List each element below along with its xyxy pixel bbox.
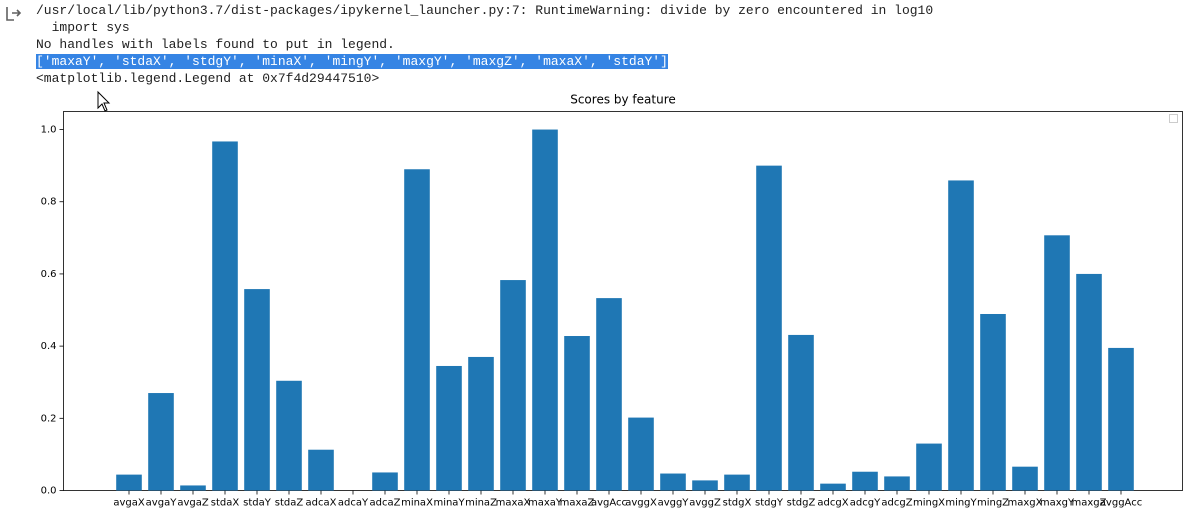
y-tick-label: 0.8 (41, 197, 57, 208)
x-tick-label: avggAcc (1100, 498, 1142, 509)
x-tick-label: maxaZ (560, 498, 595, 509)
x-tick-label: maxgX (1008, 498, 1043, 509)
y-tick-label: 0.0 (41, 486, 57, 497)
x-tick-label: stdaX (211, 498, 240, 509)
x-tick-label: stdgZ (787, 498, 816, 509)
output-line: import sys (36, 20, 130, 35)
output-line: ['maxaY', 'stdaX', 'stdgY', 'minaX', 'mi… (36, 53, 668, 70)
x-tick-label: minaX (401, 498, 433, 509)
bar (180, 485, 206, 491)
x-tick-label: avggY (658, 498, 690, 509)
mouse-cursor (97, 90, 111, 112)
bar (564, 336, 590, 491)
output-line: <matplotlib.legend.Legend at 0x7f4d29447… (36, 71, 380, 86)
x-tick-label: maxgZ (1072, 498, 1107, 509)
x-tick-label: mingZ (977, 498, 1009, 509)
bar (116, 474, 142, 491)
bar (852, 471, 878, 491)
bar (788, 334, 814, 491)
output-arrow (6, 7, 22, 21)
axes-frame (63, 111, 1183, 491)
y-tick-label: 1.0 (41, 125, 57, 136)
x-tick-label: adcgZ (881, 498, 912, 509)
y-tick-label: 0.6 (41, 269, 57, 280)
bar (1012, 466, 1038, 491)
x-tick-label: adcgY (850, 498, 881, 509)
x-tick-label: mingY (945, 498, 977, 509)
chart-title: Scores by feature (570, 93, 676, 107)
selected-text[interactable]: ['maxaY', 'stdaX', 'stdgY', 'minaX', 'mi… (36, 54, 668, 69)
bar (1044, 235, 1070, 491)
bar (660, 473, 686, 491)
x-tick-label: stdgY (755, 498, 784, 509)
bar (596, 298, 622, 491)
output-icon[interactable] (4, 4, 24, 24)
bar (500, 280, 526, 491)
bar (980, 313, 1006, 491)
x-tick-label: adcaX (306, 498, 337, 509)
bar (436, 365, 462, 491)
x-tick-label: avgaX (113, 498, 145, 509)
bar (404, 169, 430, 491)
bar (532, 129, 558, 491)
output-line: No handles with labels found to put in l… (36, 37, 395, 52)
x-tick-label: adcaY (338, 498, 369, 509)
bar (148, 393, 174, 491)
bar (724, 474, 750, 491)
y-tick-label: 0.2 (41, 413, 57, 424)
bar (820, 483, 846, 491)
chart: Scores by feature 0.0 0.2 0.4 0.6 0.8 1.0 avga… (41, 90, 1183, 509)
x-tick-label: maxaX (496, 498, 531, 509)
bar (948, 180, 974, 491)
x-tick-label: adcaZ (370, 498, 401, 509)
empty-legend (1169, 114, 1178, 123)
bar (884, 476, 910, 491)
x-tick-label: avgAcc (591, 498, 627, 509)
bar (468, 356, 494, 491)
bar (372, 472, 398, 491)
bar (628, 417, 654, 491)
x-tick-label: minaY (433, 498, 465, 509)
bar (1076, 273, 1102, 491)
y-tick-label: 0.4 (41, 341, 57, 352)
bar (276, 380, 302, 491)
output-line: /usr/local/lib/python3.7/dist-packages/i… (36, 3, 934, 18)
x-tick-label: avggX (625, 498, 657, 509)
x-tick-label: minaZ (465, 498, 497, 509)
bar (212, 141, 238, 491)
x-tick-label: avgaY (146, 498, 178, 509)
x-tick-label: avggZ (689, 498, 721, 509)
x-tick-label: maxaY (528, 498, 563, 509)
x-tick-label: stdaZ (275, 498, 304, 509)
bar (244, 289, 270, 491)
bar (916, 443, 942, 491)
bar (308, 449, 334, 491)
x-tick-label: stdgX (723, 498, 752, 509)
x-tick-label: stdaY (243, 498, 272, 509)
x-tick-label: maxgY (1040, 498, 1075, 509)
x-tick-label: avgaZ (177, 498, 209, 509)
bar (692, 480, 718, 491)
bar (756, 165, 782, 491)
x-tick-label: adcgX (817, 498, 848, 509)
bar (1108, 347, 1134, 491)
x-tick-label: mingX (913, 498, 945, 509)
